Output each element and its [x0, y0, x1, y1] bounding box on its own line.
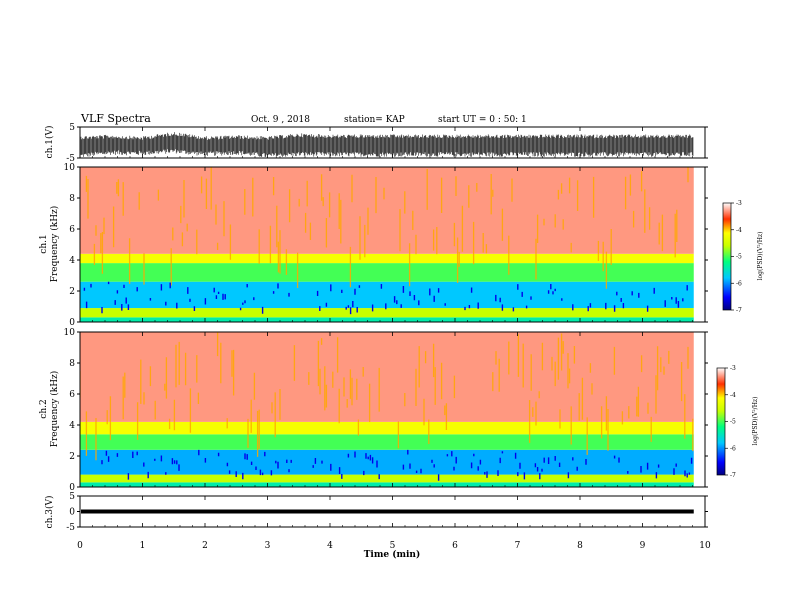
spectrogram-band — [80, 421, 694, 435]
xtick-label: 4 — [327, 541, 333, 551]
ch1-spectrogram-ylabel2: Frequency (kHz) — [49, 206, 60, 283]
ytick-label: 6 — [69, 390, 75, 400]
ch2-colorbar-ticks: -3 -4 -5 -6 -7 — [725, 365, 736, 479]
spectrogram-band — [80, 482, 694, 487]
spectrogram-band — [80, 281, 694, 309]
ch2-spectrogram-yticks: 0 2 4 6 8 10 — [64, 328, 708, 493]
ytick-label: 0 — [69, 508, 75, 518]
ch2-spectrogram-ylabel1: ch.2 — [39, 399, 49, 418]
spectrogram-band — [80, 253, 694, 264]
ch1-colorbar-ticks: -3 -4 -5 -6 -7 — [731, 200, 742, 314]
ytick-label: 10 — [64, 328, 76, 338]
colorbar-tick-label: -3 — [730, 365, 736, 372]
xtick-label: 10 — [699, 541, 711, 551]
start-time-label: start UT = 0 : 50: 1 — [438, 115, 527, 125]
spectrogram-band — [80, 474, 694, 483]
spectrogram-band — [80, 317, 694, 322]
xtick-label: 2 — [202, 541, 208, 551]
ytick-label: 8 — [69, 194, 75, 204]
spectrogram-low-power — [101, 449, 693, 481]
ch1-spectrogram-yticks: 0 2 4 6 8 10 — [64, 163, 708, 328]
ch3-waveform-panel: 5 0 -5 ch.3(V) — [44, 492, 708, 533]
ytick-label: 5 — [69, 492, 75, 502]
ch2-spectrogram-ylabel2: Frequency (kHz) — [49, 371, 60, 448]
ytick-label: 6 — [69, 225, 75, 235]
spectrogram-streaks — [85, 167, 689, 289]
xtick-label: 9 — [640, 541, 646, 551]
xtick-label: 6 — [452, 541, 458, 551]
colorbar-tick-label: -3 — [736, 200, 742, 207]
xtick-label: 8 — [577, 541, 583, 551]
ch1-waveform-ylabel: ch.1(V) — [44, 126, 55, 159]
xtick-label: 0 — [77, 541, 83, 551]
ytick-label: 4 — [69, 421, 75, 431]
ch1-waveform-yticks: 5 -5 — [66, 123, 708, 164]
spectrogram-band — [80, 263, 694, 282]
ytick-label: 8 — [69, 359, 75, 369]
date-label: Oct. 9 , 2018 — [251, 115, 310, 125]
figure-title: VLF Spectra — [80, 112, 151, 125]
spectrogram-band — [80, 332, 694, 422]
ch1-spectrogram-image — [80, 167, 694, 322]
ytick-label: -5 — [66, 154, 75, 164]
ytick-label: 4 — [69, 256, 75, 266]
x-axis-label: Time (min) — [364, 549, 421, 560]
spectrogram-low-power — [83, 281, 688, 315]
ytick-label: 10 — [64, 163, 76, 173]
ytick-label: 2 — [69, 452, 75, 462]
spectrogram-band — [80, 308, 694, 318]
station-label: station= KAP — [344, 115, 405, 125]
ch2-colorbar-label: log(PSD)(V²/Hz) — [752, 397, 759, 446]
x-axis: 0 1 2 3 4 5 6 7 8 9 10 — [77, 127, 711, 551]
ch1-waveform-trace-path — [80, 132, 694, 158]
colorbar-tick-label: -7 — [736, 307, 742, 314]
xtick-label: 5 — [390, 541, 396, 551]
ch1-colorbar-label: log(PSD)(V²/Hz) — [757, 232, 764, 281]
ch3-waveform-ylabel: ch.3(V) — [44, 496, 55, 529]
ch2-spectrogram-image — [80, 332, 694, 487]
colorbar-tick-label: -5 — [730, 419, 736, 426]
ch3-waveform-yticks: 5 0 -5 — [66, 492, 708, 533]
spectrogram-band — [80, 449, 694, 475]
colorbar-tick-label: -6 — [730, 445, 736, 452]
xtick-label: 7 — [515, 541, 521, 551]
ch1-spectrogram-ylabel1: ch.1 — [39, 234, 49, 253]
ytick-label: 0 — [69, 318, 75, 328]
ytick-label: 0 — [69, 483, 75, 493]
ytick-label: -5 — [66, 523, 75, 533]
spectrogram-streaks — [80, 332, 694, 461]
ytick-label: 5 — [69, 123, 75, 133]
xtick-label: 1 — [140, 541, 146, 551]
colorbar-tick-label: -7 — [730, 472, 736, 479]
colorbar-tick-label: -4 — [730, 392, 736, 399]
ch2-colorbar — [716, 367, 726, 476]
ch1-waveform-panel: 5 -5 ch.1(V) — [44, 123, 708, 164]
colorbar-tick-label: -4 — [736, 227, 742, 234]
ch1-waveform-trace — [80, 132, 694, 158]
colorbar-tick-label: -6 — [736, 280, 742, 287]
xtick-label: 3 — [265, 541, 271, 551]
colorbar-tick-label: -5 — [736, 254, 742, 261]
spectrogram-band — [80, 434, 694, 450]
ch1-colorbar — [722, 202, 732, 311]
spectrogram-band — [80, 167, 694, 254]
ytick-label: 2 — [69, 287, 75, 297]
